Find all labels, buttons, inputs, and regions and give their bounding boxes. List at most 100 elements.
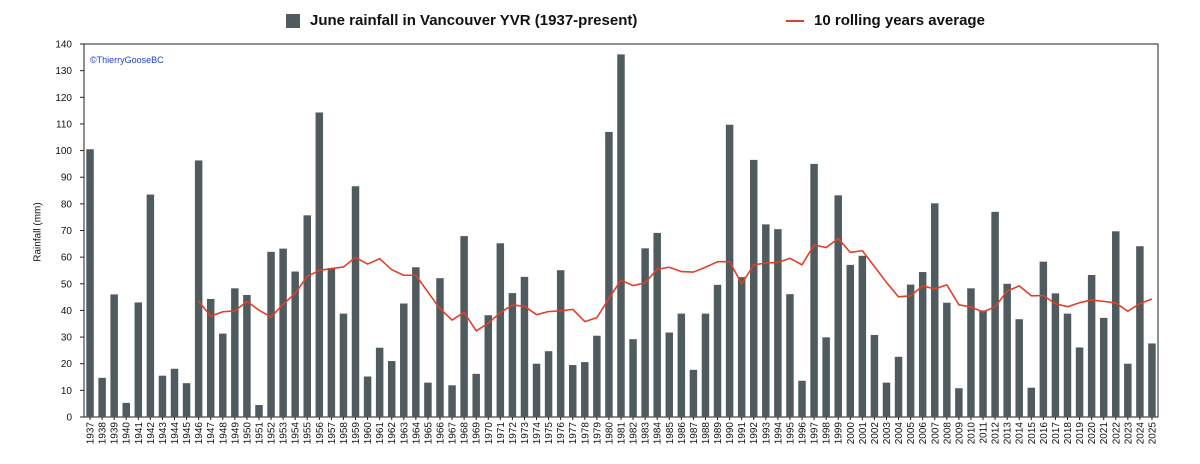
x-tick-label: 1966 [435,422,446,445]
x-tick-label: 2021 [1099,422,1110,445]
x-tick-label: 1939 [110,422,121,445]
bar-1992 [750,159,758,417]
bar-1968 [460,236,468,417]
bar-2020 [1087,274,1096,417]
x-tick-label: 2018 [1063,422,1074,445]
y-tick-label: 70 [61,226,73,237]
bar-1988 [701,313,710,417]
x-tick-label: 2023 [1123,422,1134,445]
bar-1996 [798,380,806,417]
y-tick-label: 90 [61,173,73,184]
bar-1991 [737,277,746,417]
x-tick-label: 1973 [520,422,531,445]
y-tick-label: 20 [61,359,73,370]
x-tick-label: 1972 [508,422,519,445]
x-tick-label: 1961 [375,422,386,445]
bar-1942 [146,194,155,417]
x-tick-label: 1981 [617,422,628,445]
y-axis: 0 10 20 30 40 50 60 70 80 90 100 110 120 130 140 [55,40,84,424]
bar-1965 [424,382,432,417]
x-tick-label: 1947 [206,422,217,445]
bar-2005 [906,284,915,417]
x-tick-label: 1937 [86,422,97,445]
x-tick-label: 1949 [230,422,241,445]
x-tick-label: 2025 [1147,422,1158,445]
x-tick-label: 2019 [1075,422,1086,445]
y-tick-label: 60 [61,253,73,264]
x-tick-label: 1978 [580,422,591,445]
x-tick-label: 1984 [653,422,664,445]
bar-1954 [291,271,299,417]
bar-1999 [834,195,842,417]
rolling-average-series [198,237,1153,332]
x-tick-label: 1987 [689,422,700,445]
x-axis: 1937 1938 1939 1940 1941 1942 1943 1944 1945 1946… [86,417,1158,445]
bar-1974 [532,363,541,417]
bar-2017 [1051,293,1060,417]
x-tick-label: 2005 [906,422,917,445]
x-tick-label: 2001 [858,422,869,445]
x-tick-label: 1969 [472,422,483,445]
x-tick-label: 1976 [556,422,567,445]
bar-1955 [303,215,311,417]
bar-2009 [955,388,963,417]
bar-1969 [472,373,480,417]
bar-1951 [255,405,263,417]
bar-1982 [629,339,637,417]
x-tick-label: 1946 [194,422,205,445]
bar-1983 [641,248,649,417]
x-tick-label: 2010 [966,422,977,445]
x-tick-label: 2002 [870,422,881,445]
bar-1987 [689,369,698,417]
x-tick-label: 2009 [954,422,965,445]
y-tick-label: 140 [55,40,72,51]
x-tick-label: 2003 [882,422,893,445]
bar-1963 [400,303,408,417]
bar-2002 [870,334,879,417]
x-tick-label: 1975 [544,422,555,445]
bar-2008 [943,302,951,417]
x-tick-label: 1971 [496,422,507,445]
x-tick-label: 2015 [1027,422,1038,445]
bar-1970 [484,315,492,417]
x-tick-label: 1958 [339,422,350,445]
bar-1939 [110,294,118,417]
bar-1941 [134,302,143,417]
x-tick-label: 2014 [1015,422,1026,445]
bar-2024 [1136,246,1144,417]
bar-1976 [556,270,565,417]
bar-1998 [822,337,830,417]
x-tick-label: 1953 [279,422,290,445]
x-tick-label: 1970 [484,422,495,445]
bar-1971 [496,243,505,417]
bar-2023 [1124,363,1132,417]
chart-legend: June rainfall in Vancouver YVR (1937-pre… [0,10,1200,38]
bar-1938 [98,377,106,417]
bar-1957 [327,268,336,417]
x-tick-label: 2022 [1111,422,1122,445]
bar-1962 [387,361,396,417]
x-tick-label: 1983 [641,422,652,445]
bar-1997 [810,163,818,417]
x-tick-label: 2007 [930,422,941,445]
bar-2013 [1003,283,1011,417]
x-tick-label: 1967 [448,422,459,445]
x-tick-label: 1993 [761,422,772,445]
x-tick-label: 1996 [798,422,809,445]
x-tick-label: 2012 [991,422,1002,445]
bar-2019 [1075,347,1084,417]
legend-line-swatch [786,19,804,22]
bar-1984 [653,232,661,417]
x-tick-label: 1992 [749,422,760,445]
bar-1981 [617,54,625,417]
bar-2001 [858,255,867,417]
x-tick-label: 1994 [773,422,784,445]
bar-1953 [279,248,287,417]
x-tick-label: 1985 [665,422,676,445]
bar-1949 [231,288,239,417]
y-tick-label: 0 [66,413,72,424]
x-tick-label: 1956 [315,422,326,445]
x-tick-label: 1960 [363,422,374,445]
bar-1977 [568,365,577,417]
